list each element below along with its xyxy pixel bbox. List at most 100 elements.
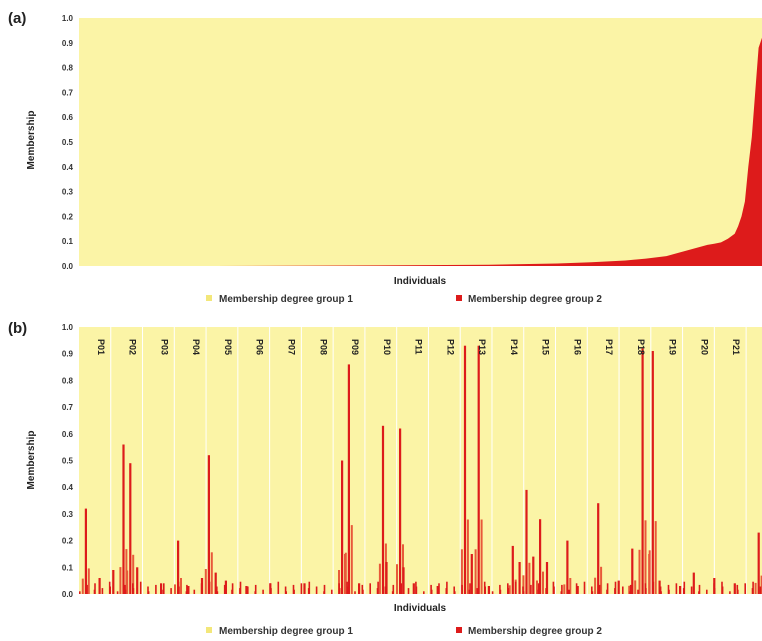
membership-bar <box>706 589 708 594</box>
membership-bar <box>474 549 477 594</box>
membership-bar <box>407 588 410 594</box>
membership-bar <box>522 591 525 594</box>
membership-bar <box>160 583 163 594</box>
membership-bar <box>136 567 139 594</box>
membership-bar <box>174 584 176 594</box>
membership-bar <box>208 581 211 594</box>
membership-bar <box>487 586 490 594</box>
population-label: P20 <box>700 339 710 355</box>
membership-bar <box>347 364 350 594</box>
population-label: P10 <box>382 339 392 355</box>
membership-bar <box>84 508 87 594</box>
membership-bar <box>284 586 287 594</box>
membership-bar <box>654 521 657 594</box>
membership-bar <box>744 583 746 594</box>
membership-bar <box>423 591 425 594</box>
panel-a-plot-area <box>79 18 762 266</box>
legend-b-label-group1: Membership degree group 1 <box>219 626 353 637</box>
panel-b-y-tick-label: 1.0 <box>62 323 74 332</box>
membership-bar <box>270 588 272 594</box>
panel-a-y-tick-label: 0.8 <box>62 64 74 73</box>
membership-bar <box>177 540 180 594</box>
population-label: P13 <box>477 339 487 355</box>
membership-bar <box>658 580 661 594</box>
membership-bar <box>454 591 456 594</box>
membership-bar <box>683 581 686 594</box>
panel-a-y-ticks: 0.0 0.1 0.2 0.3 0.4 0.5 0.6 0.7 0.8 0.9 1.0 <box>62 14 74 271</box>
membership-bar <box>622 586 624 594</box>
membership-bar <box>412 583 415 594</box>
membership-bar <box>358 583 361 594</box>
membership-bar <box>186 584 188 594</box>
legend-b-swatch-group2 <box>456 627 462 633</box>
legend-a-swatch-group2 <box>456 295 462 301</box>
panel-a-y-tick-label: 1.0 <box>62 14 74 23</box>
membership-bar <box>508 585 511 594</box>
panel-b-y-tick-label: 0.6 <box>62 430 74 439</box>
membership-bar <box>461 584 463 594</box>
membership-bar <box>430 584 432 594</box>
membership-bar <box>606 583 609 594</box>
membership-bar <box>402 567 405 594</box>
membership-bar <box>690 586 693 594</box>
membership-bar <box>180 578 182 594</box>
membership-bar <box>518 562 521 594</box>
membership-bar <box>754 582 757 594</box>
panel-b-y-tick-label: 0.4 <box>62 483 74 492</box>
membership-bar <box>507 588 510 594</box>
membership-bar <box>400 583 402 594</box>
membership-bar <box>484 586 486 594</box>
membership-bar <box>338 570 340 594</box>
membership-bar <box>201 588 203 594</box>
panel-a-y-tick-label: 0.3 <box>62 188 74 197</box>
population-label: P16 <box>572 339 582 355</box>
membership-bar <box>645 588 647 594</box>
membership-bar <box>214 572 217 594</box>
panel-b-y-tick-label: 0.1 <box>62 563 74 572</box>
membership-bar <box>522 575 525 594</box>
membership-bar <box>139 581 142 594</box>
panel-a-label: (a) <box>8 10 26 27</box>
membership-bar <box>511 545 514 594</box>
membership-bar <box>323 584 326 594</box>
membership-bar <box>308 581 311 594</box>
membership-bar <box>679 586 682 594</box>
panel-b-population-labels: P01 P02 P03 P04 P05 P06 P07 P08 P09 P10 P11 P12 P13 P… <box>96 339 741 355</box>
membership-bar <box>216 586 218 594</box>
panel-b-series-group2-bars <box>79 345 762 594</box>
membership-bar <box>591 591 594 594</box>
panel-b: (b) P01 P02 P03 P04 P05 P06 P07 P08 P09 P10 P11 P12… <box>8 320 762 637</box>
membership-bar <box>285 591 287 594</box>
population-label: P17 <box>604 339 614 355</box>
population-label: P15 <box>541 339 551 355</box>
membership-bar <box>399 428 402 594</box>
membership-bar <box>86 584 88 594</box>
membership-bar <box>277 581 280 594</box>
membership-bar <box>239 581 242 594</box>
panel-b-y-tick-label: 0.5 <box>62 457 74 466</box>
membership-bar <box>528 562 531 594</box>
membership-bar <box>116 591 119 594</box>
membership-bar <box>377 581 379 594</box>
membership-bar <box>216 591 219 594</box>
membership-bar <box>530 584 532 594</box>
membership-bar <box>350 525 353 594</box>
membership-bar <box>614 581 617 594</box>
membership-bar <box>659 586 662 594</box>
membership-bar <box>583 581 586 594</box>
membership-bar <box>525 489 528 594</box>
population-label: P01 <box>96 339 106 355</box>
membership-bar <box>641 348 644 594</box>
membership-bar <box>223 584 226 594</box>
membership-bar <box>385 562 388 594</box>
membership-bar <box>303 583 306 594</box>
membership-bar <box>569 578 572 594</box>
membership-bar <box>341 460 344 594</box>
membership-bar <box>628 585 631 594</box>
legend-a-label-group2: Membership degree group 2 <box>468 294 602 305</box>
membership-bar <box>469 583 471 594</box>
membership-bar <box>597 503 600 594</box>
membership-bar <box>292 584 295 594</box>
membership-bar <box>617 580 620 594</box>
population-label: P09 <box>350 339 360 355</box>
